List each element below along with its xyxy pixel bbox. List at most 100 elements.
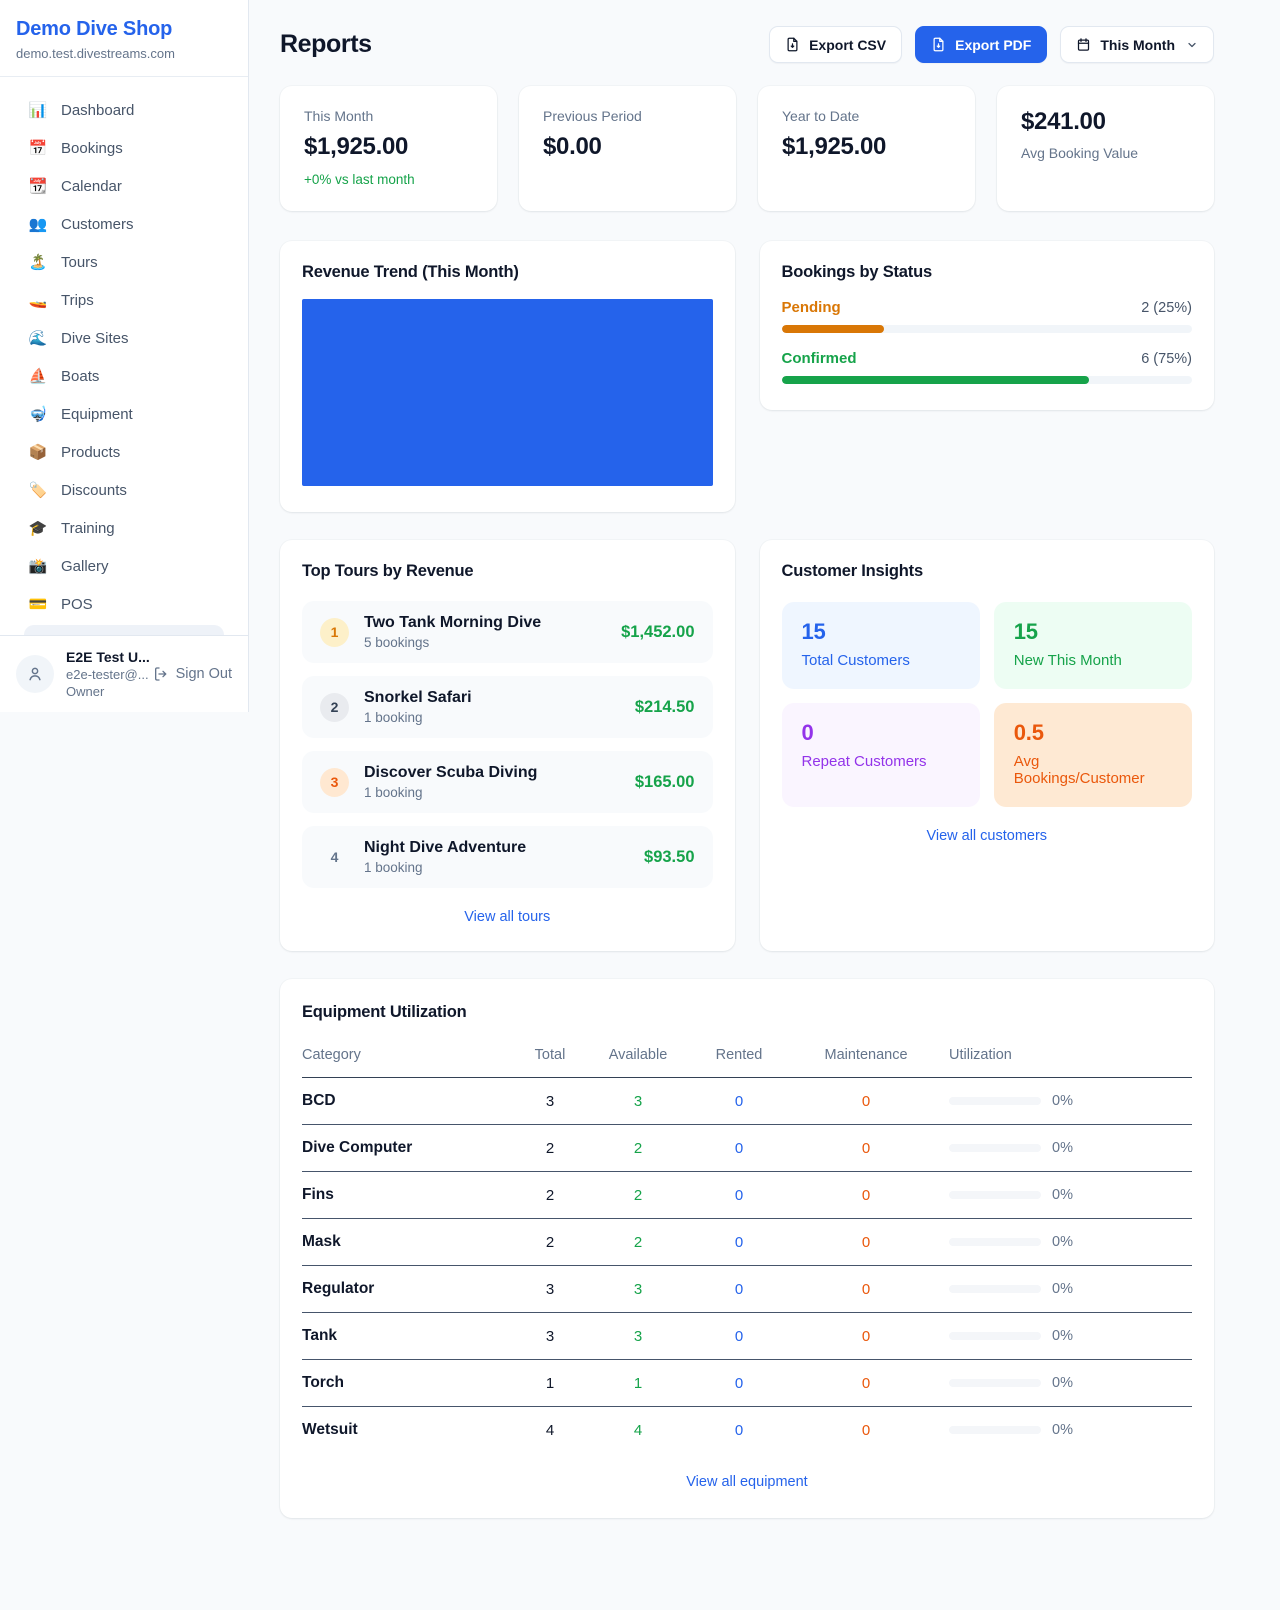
sidebar-item-equipment[interactable]: 🤿 Equipment <box>12 395 236 433</box>
utilization-bar <box>949 1144 1041 1152</box>
stat-value: $1,925.00 <box>304 133 409 160</box>
tour-row: 4 Night Dive Adventure 1 booking $93.50 <box>302 826 713 888</box>
utilization-bar <box>949 1332 1041 1340</box>
equipment-available: 4 <box>633 1421 643 1439</box>
utilization-bar <box>949 1191 1041 1199</box>
calendar-icon <box>1078 38 1090 51</box>
equipment-maintenance: 0 <box>861 1421 871 1439</box>
view-all-tours-link[interactable]: View all tours <box>464 909 551 925</box>
stat-card-this-month: This Month $1,925.00 +0% vs last month <box>280 86 497 211</box>
sidebar-item-label: Boats <box>61 367 100 385</box>
app-layout: Demo Dive Shop demo.test.divestreams.com… <box>0 0 1280 1566</box>
top-tours-card: Top Tours by Revenue 1 Two Tank Morning … <box>280 540 735 951</box>
table-row: Mask 2 2 0 0 0% <box>302 1219 1192 1266</box>
main-content: Reports Export CSV Export PDF This Month <box>249 0 1280 1566</box>
revenue-trend-card: Revenue Trend (This Month) <box>280 241 735 512</box>
tag-icon: 🏷️ <box>28 482 48 499</box>
insight-value: 15 <box>801 619 826 644</box>
sidebar-item-gallery[interactable]: 📸 Gallery <box>12 547 236 585</box>
sidebar-item-label: Discounts <box>61 481 127 499</box>
status-count: 2 (25%) <box>1141 300 1192 316</box>
equipment-maintenance: 0 <box>861 1374 871 1392</box>
equipment-total: 2 <box>545 1139 555 1157</box>
stat-value: $0.00 <box>543 133 602 160</box>
sidebar-item-dashboard[interactable]: 📊 Dashboard <box>12 91 236 129</box>
tour-bookings: 1 booking <box>364 710 423 725</box>
table-row: Fins 2 2 0 0 0% <box>302 1172 1192 1219</box>
equipment-maintenance: 0 <box>861 1139 871 1157</box>
sidebar-item-customers[interactable]: 👥 Customers <box>12 205 236 243</box>
brand-block: Demo Dive Shop demo.test.divestreams.com <box>0 0 248 77</box>
insight-label: Repeat Customers <box>801 753 927 770</box>
sidebar-item-bookings[interactable]: 📅 Bookings <box>12 129 236 167</box>
page-header: Reports Export CSV Export PDF This Month <box>280 26 1214 63</box>
sign-out-button[interactable]: Sign Out <box>153 666 232 682</box>
table-row: Tank 3 3 0 0 0% <box>302 1313 1192 1360</box>
progress-track <box>781 376 1192 384</box>
sidebar-item-products[interactable]: 📦 Products <box>12 433 236 471</box>
progress-fill <box>781 325 885 333</box>
sidebar-item-calendar[interactable]: 📆 Calendar <box>12 167 236 205</box>
col-available: Available <box>608 1047 668 1063</box>
table-header-row: Category Total Available Rented Maintena… <box>302 1041 1192 1078</box>
equipment-rented: 0 <box>734 1327 744 1345</box>
equipment-total: 3 <box>545 1327 555 1345</box>
sign-out-icon <box>154 667 166 681</box>
insights-row: Top Tours by Revenue 1 Two Tank Morning … <box>280 540 1214 951</box>
person-icon <box>29 667 41 681</box>
sidebar-item-trips[interactable]: 🚤 Trips <box>12 281 236 319</box>
sidebar-item-dive-sites[interactable]: 🌊 Dive Sites <box>12 319 236 357</box>
equipment-available: 3 <box>633 1092 643 1110</box>
wave-icon: 🌊 <box>28 330 48 347</box>
tour-row: 3 Discover Scuba Diving 1 booking $165.0… <box>302 751 713 813</box>
utilization-bar <box>949 1426 1041 1434</box>
stat-card-avg-booking-value: $241.00 Avg Booking Value <box>997 86 1214 211</box>
sidebar-item-label: Equipment <box>61 405 133 423</box>
tour-amount: $165.00 <box>634 772 695 791</box>
stat-note: +0% vs last month <box>304 172 415 187</box>
sidebar-item-label: POS <box>61 595 93 613</box>
insight-value: 0.5 <box>1013 720 1044 745</box>
sidebar-item-discounts[interactable]: 🏷️ Discounts <box>12 471 236 509</box>
calendar-icon: 📆 <box>28 178 48 195</box>
sidebar-item-label: Trips <box>61 291 94 309</box>
equipment-category: Wetsuit <box>302 1421 358 1438</box>
sidebar-item-reports-clipped[interactable] <box>24 625 224 635</box>
period-dropdown[interactable]: This Month <box>1060 26 1214 63</box>
sidebar-item-pos[interactable]: 💳 POS <box>12 585 236 623</box>
rank-badge: 1 <box>320 617 349 647</box>
rank-badge: 4 <box>330 849 339 865</box>
user-email: e2e-tester@... <box>66 667 149 682</box>
sidebar-item-tours[interactable]: 🏝️ Tours <box>12 243 236 281</box>
col-category: Category <box>302 1047 361 1063</box>
equipment-rented: 0 <box>734 1186 744 1204</box>
rank-badge: 3 <box>320 767 349 797</box>
equipment-total: 4 <box>545 1421 555 1439</box>
export-pdf-button[interactable]: Export PDF <box>915 26 1048 63</box>
utilization-pct: 0% <box>1052 1375 1073 1391</box>
shop-name: Demo Dive Shop <box>16 18 173 40</box>
equipment-available: 3 <box>633 1280 643 1298</box>
sidebar-item-boats[interactable]: ⛵ Boats <box>12 357 236 395</box>
utilization-pct: 0% <box>1052 1187 1073 1203</box>
utilization-bar <box>949 1097 1041 1105</box>
tour-name: Snorkel Safari <box>364 689 472 706</box>
export-csv-button[interactable]: Export CSV <box>769 26 903 63</box>
insight-tile-repeat-customers: 0 Repeat Customers <box>781 703 980 807</box>
utilization-pct: 0% <box>1052 1328 1073 1344</box>
sidebar-item-training[interactable]: 🎓 Training <box>12 509 236 547</box>
rank-badge: 2 <box>320 692 349 722</box>
view-all-equipment-link[interactable]: View all equipment <box>686 1474 808 1490</box>
status-label: Pending <box>781 299 841 316</box>
page-title: Reports <box>280 30 372 58</box>
bookings-by-status-card: Bookings by Status Pending 2 (25%) Confi… <box>759 241 1214 410</box>
view-all-customers-link[interactable]: View all customers <box>926 828 1048 844</box>
sidebar-item-label: Dashboard <box>61 101 135 119</box>
equipment-total: 1 <box>545 1374 555 1392</box>
sidebar-item-label: Tours <box>61 253 98 271</box>
insight-label: New This Month <box>1013 652 1122 669</box>
sidebar-item-label: Gallery <box>61 557 109 575</box>
sidebar: Demo Dive Shop demo.test.divestreams.com… <box>0 0 249 712</box>
equipment-rented: 0 <box>734 1139 744 1157</box>
utilization-pct: 0% <box>1052 1140 1073 1156</box>
